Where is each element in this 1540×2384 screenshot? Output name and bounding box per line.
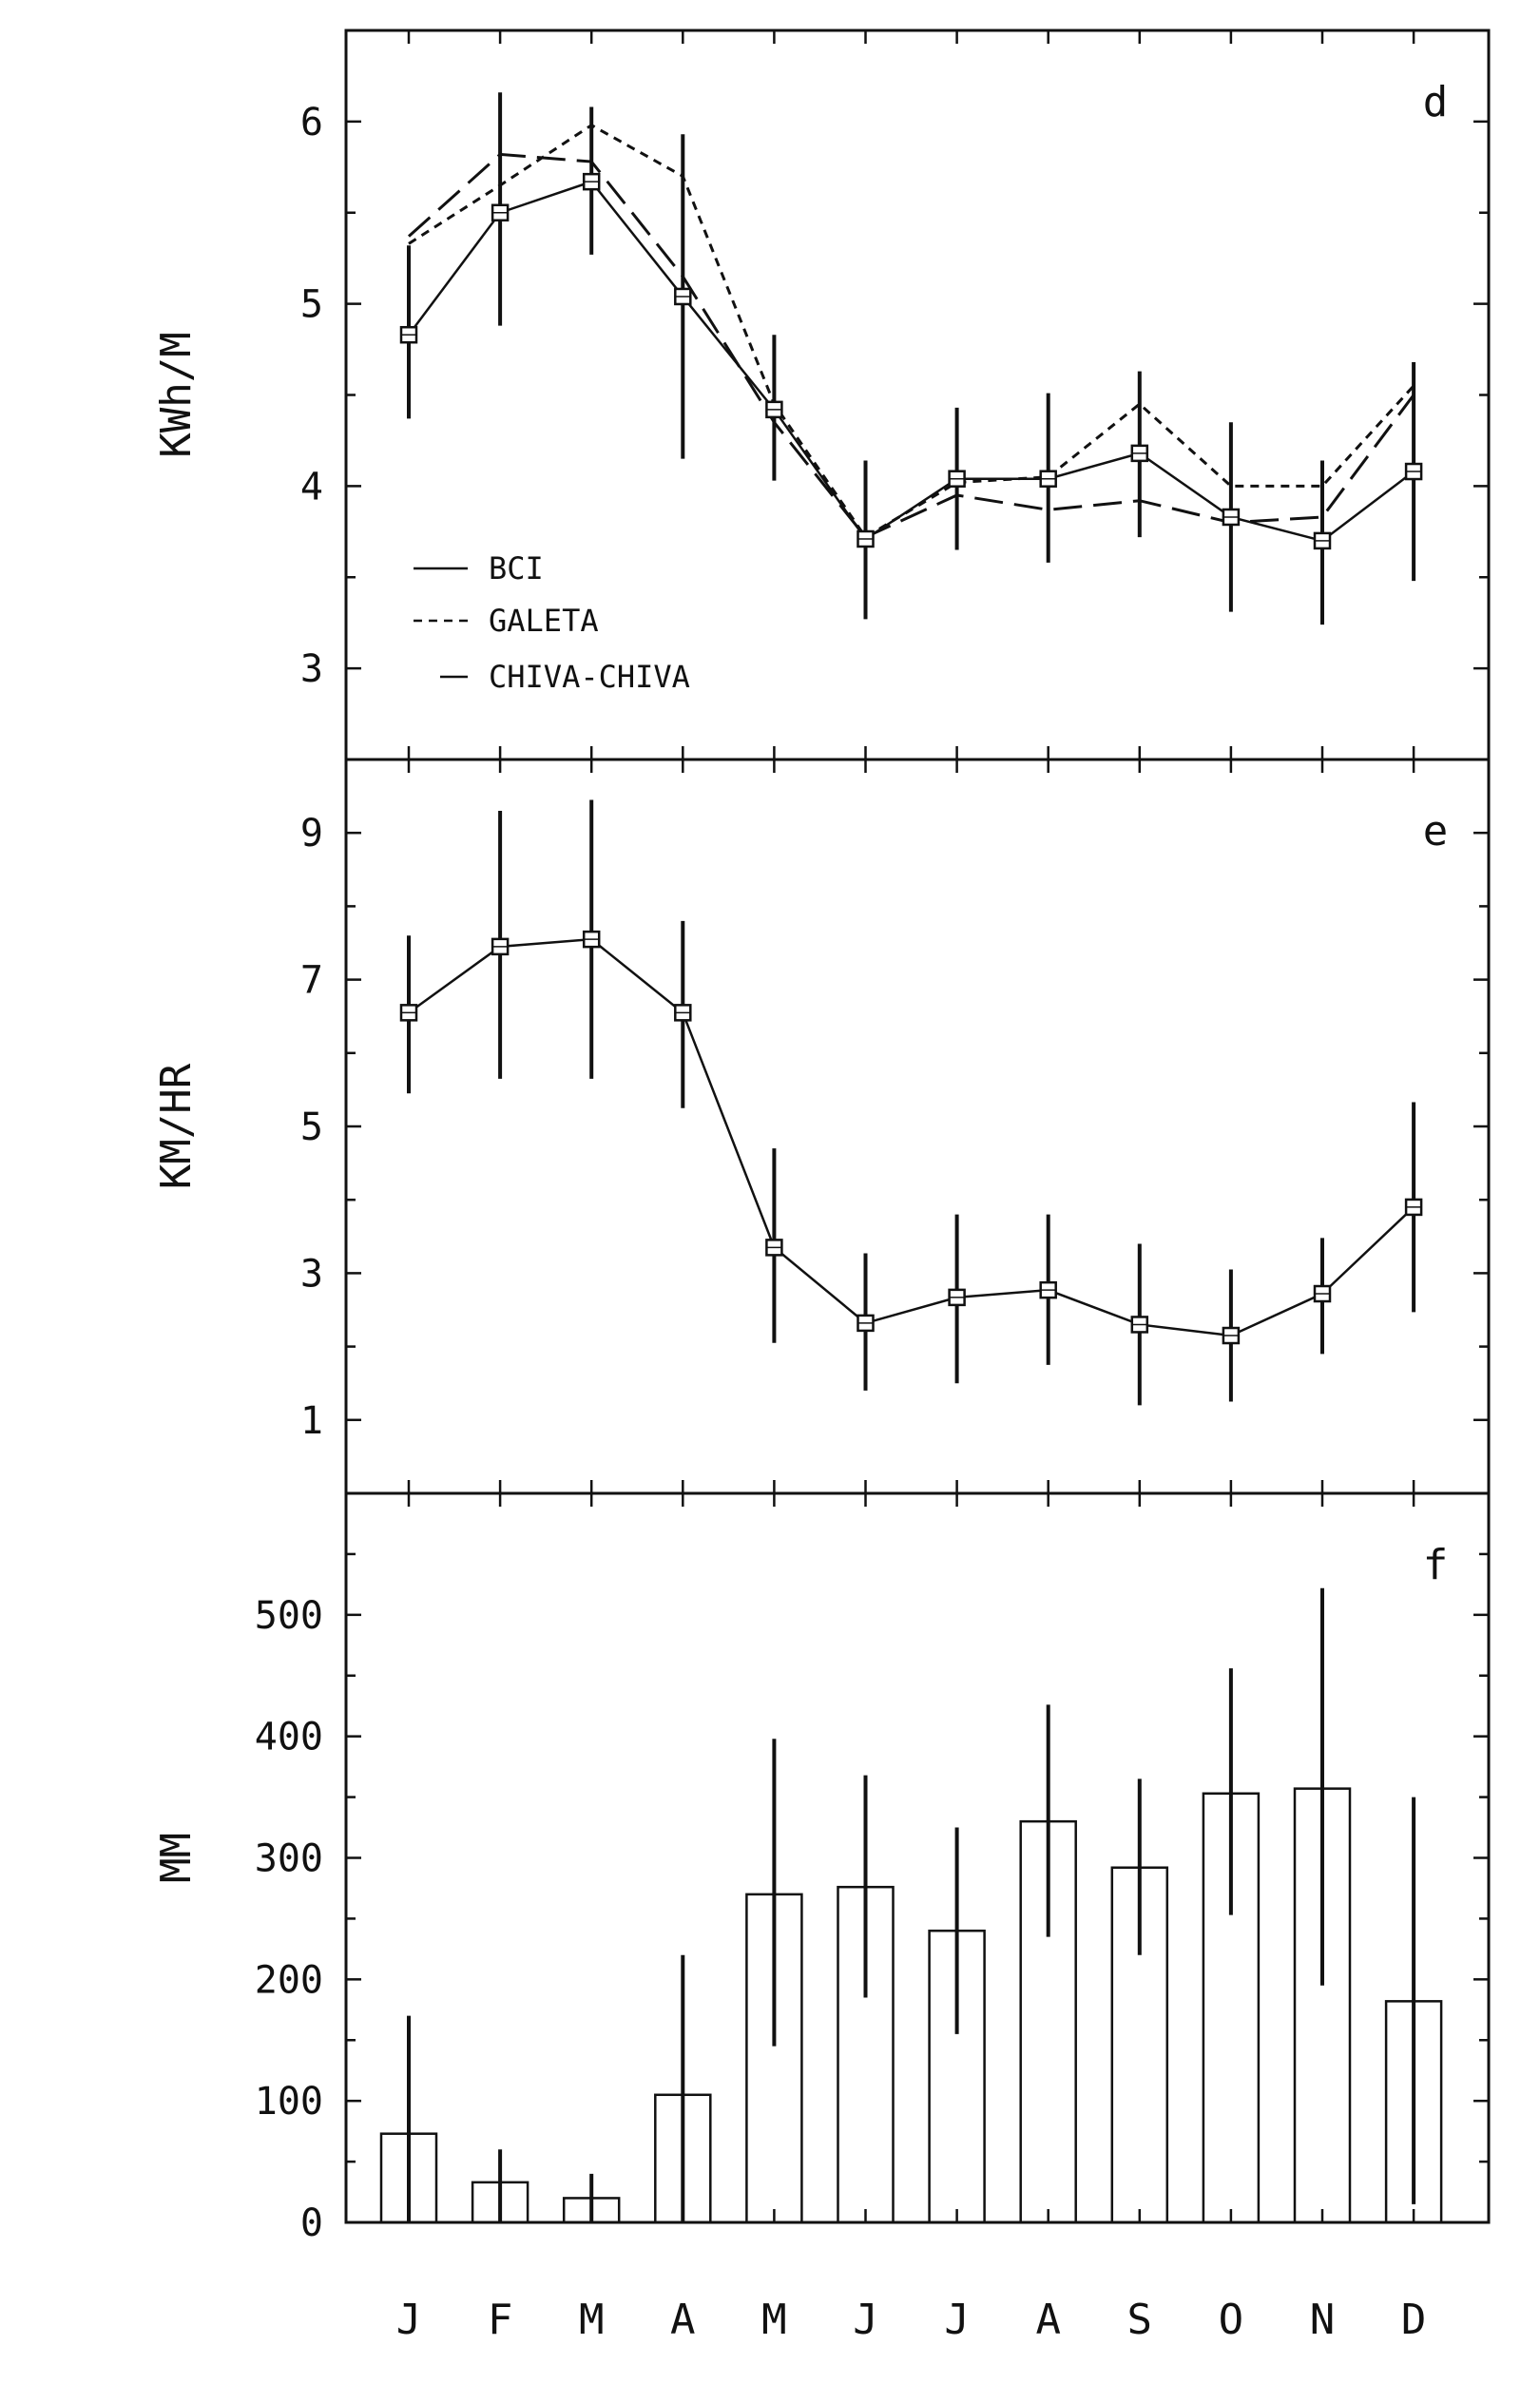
x-tick-label: M (579, 2296, 605, 2344)
y-tick-label: 400 (255, 1716, 323, 1759)
x-tick-label: F (488, 2296, 513, 2344)
y-tick-label: 4 (300, 465, 323, 509)
series-line-galeta (408, 123, 1415, 540)
y-tick-label: 9 (300, 812, 323, 856)
panel-label: d (1423, 78, 1449, 126)
panel-f: 0 100 200 300 400 500 MM f J F M A M J J A S O N D (152, 1491, 1491, 2344)
y-axis-label: KWh/M (152, 332, 201, 457)
panel-e: 1 3 5 7 9 KM/HR e (152, 758, 1491, 1495)
y-tick-label: 3 (300, 1252, 323, 1296)
plot-frame (344, 1491, 1491, 2224)
y-axis-label: MM (152, 1833, 201, 1883)
x-tick-label: A (1035, 2296, 1061, 2344)
x-tick-label: A (670, 2296, 696, 2344)
legend-label: CHIVA-CHIVA (489, 659, 690, 695)
x-tick-label: J (396, 2296, 422, 2344)
y-tick-label: 5 (300, 1105, 323, 1149)
y-tick-label: 3 (300, 647, 323, 691)
series-line-bci (407, 180, 1415, 543)
x-tick-label: J (944, 2296, 970, 2344)
panel-label: e (1423, 807, 1449, 856)
series-line-chiva-chiva (407, 152, 1415, 539)
x-tick-label: S (1127, 2296, 1153, 2344)
legend-label: BCI (489, 550, 544, 586)
series-line-bci (408, 937, 1415, 1337)
y-tick-label: 100 (255, 2080, 323, 2124)
y-tick-label: 6 (300, 101, 323, 144)
y-tick-label: 7 (300, 959, 323, 1003)
panel-label: f (1423, 1541, 1449, 1589)
y-tick-label: 1 (300, 1399, 323, 1443)
x-tick-label: J (853, 2296, 878, 2344)
y-tick-label: 5 (300, 283, 323, 327)
x-tick-label: O (1219, 2296, 1244, 2344)
x-tick-label: D (1401, 2296, 1427, 2344)
x-tick-label: M (761, 2296, 787, 2344)
y-tick-label: 500 (255, 1594, 323, 1638)
x-tick-label: N (1310, 2296, 1336, 2344)
plot-frame (344, 758, 1491, 1495)
y-axis-label: KM/HR (152, 1063, 201, 1189)
y-tick-label: 200 (255, 1958, 323, 2002)
plot-frame (344, 29, 1491, 761)
legend-label: GALETA (489, 603, 599, 639)
panel-d: 3 4 5 6 KWh/M d BCI GALETA CHIVA-CHIVA (152, 29, 1491, 761)
y-tick-label: 300 (255, 1837, 323, 1881)
y-tick-label: 0 (300, 2201, 323, 2245)
